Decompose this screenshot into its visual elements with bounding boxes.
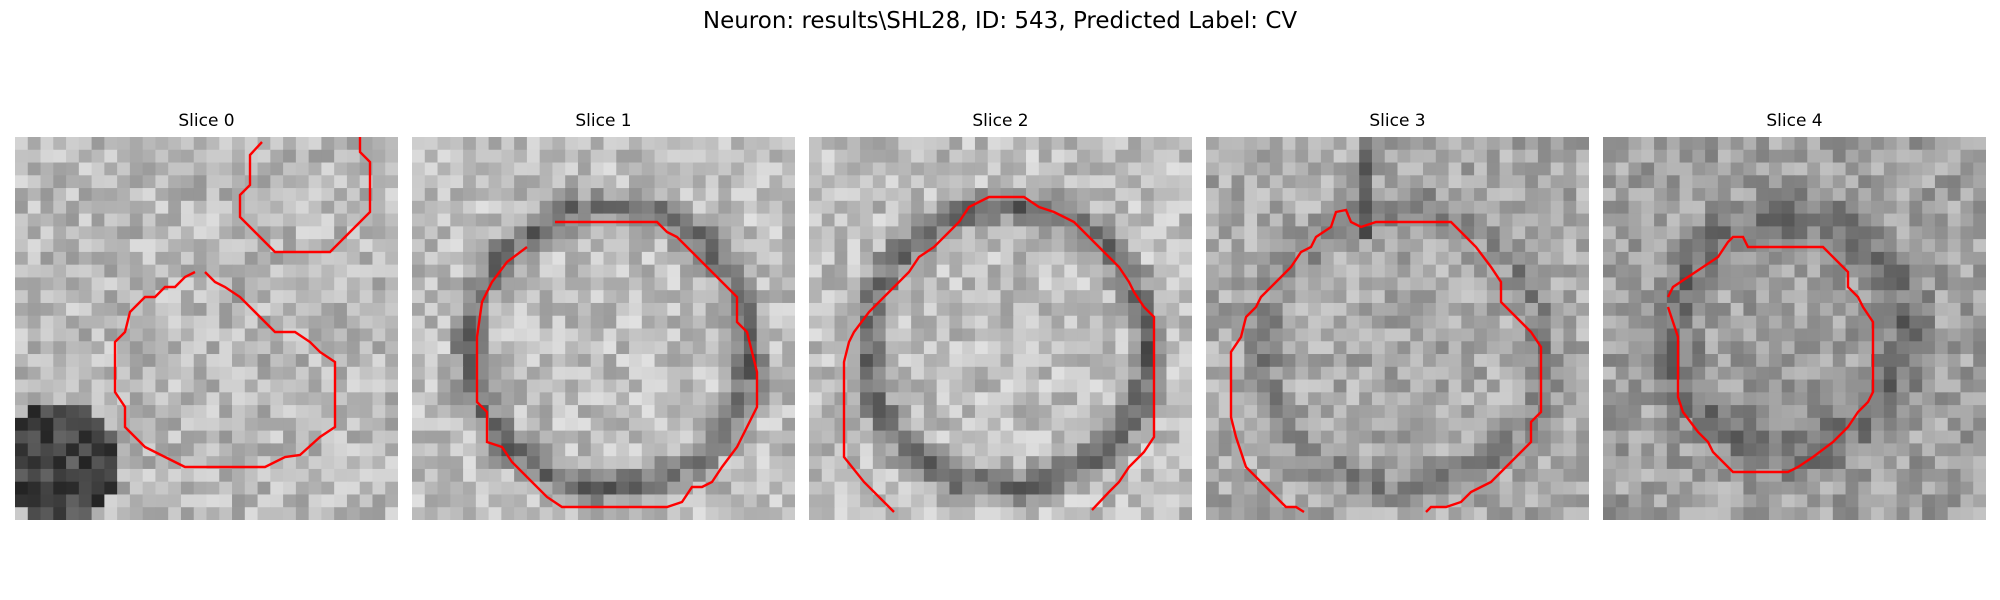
slice-panel-2: Slice 2 <box>809 110 1192 520</box>
slice-panel-0: Slice 0 <box>15 110 398 520</box>
slice-image <box>809 137 1192 520</box>
slice-panel-1: Slice 1 <box>412 110 795 520</box>
figure-title: Neuron: results\SHL28, ID: 543, Predicte… <box>702 8 1298 34</box>
slice-image <box>412 137 795 520</box>
contour-outline <box>475 220 759 509</box>
slice-panel-4: Slice 4 <box>1603 110 1986 520</box>
slice-title: Slice 3 <box>1369 111 1426 131</box>
slice-image <box>1206 137 1589 520</box>
contour-outline <box>1229 208 1543 514</box>
contour-outline <box>1666 235 1875 474</box>
contour-outline <box>842 195 1156 513</box>
contour-outline <box>113 270 337 469</box>
slice-title: Slice 4 <box>1766 111 1823 131</box>
contour-outline <box>238 137 372 254</box>
slice-title: Slice 2 <box>972 111 1029 131</box>
slice-title: Slice 0 <box>178 111 235 131</box>
slice-title: Slice 1 <box>575 111 632 131</box>
slice-image <box>15 137 398 520</box>
slice-panel-3: Slice 3 <box>1206 110 1589 520</box>
slice-image <box>1603 137 1986 520</box>
